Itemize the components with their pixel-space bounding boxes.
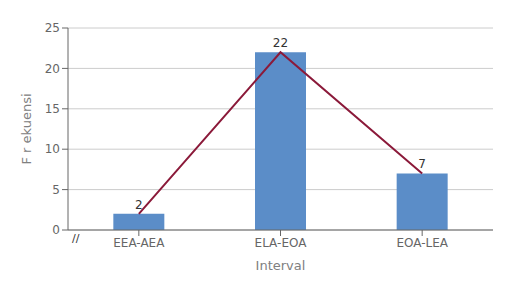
svg-text:0: 0	[52, 223, 60, 237]
svg-text:15: 15	[45, 102, 60, 116]
svg-text:ELA-EOA: ELA-EOA	[255, 236, 308, 250]
svg-text:2: 2	[135, 198, 143, 212]
svg-text:22: 22	[273, 36, 288, 50]
svg-text:EEA-AEA: EEA-AEA	[113, 236, 165, 250]
svg-text:F r ekuensi: F r ekuensi	[19, 93, 34, 164]
svg-text:10: 10	[45, 142, 60, 156]
svg-text:5: 5	[52, 183, 60, 197]
svg-text:7: 7	[418, 157, 426, 171]
svg-text:Interval: Interval	[256, 258, 306, 273]
svg-text:20: 20	[45, 62, 60, 76]
svg-text:25: 25	[45, 21, 60, 35]
svg-text:EOA-LEA: EOA-LEA	[396, 236, 448, 250]
